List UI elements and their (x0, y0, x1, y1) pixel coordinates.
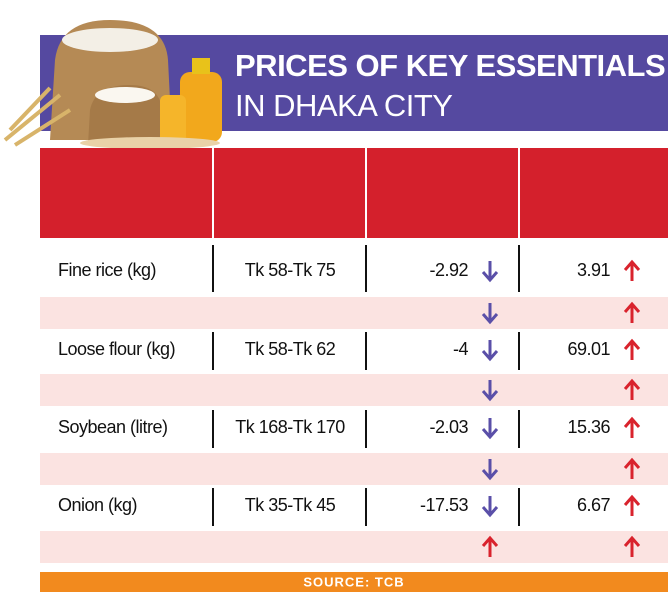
source-bar (40, 572, 668, 592)
change-2: 15.36 (567, 417, 610, 437)
price: Tk 35-Tk 45 (245, 495, 336, 515)
change-2: 6.67 (577, 495, 611, 515)
item: Soybean (litre) (58, 417, 168, 437)
change-1: -2.03 (429, 417, 468, 437)
row: Soybean (litre) Tk 168-Tk 170 -2.03 15.3… (58, 417, 611, 437)
row: Fine rice (kg) Tk 58-Tk 75 -2.92 3.91 (58, 260, 611, 280)
title-line-2: IN DHAKA CITY (235, 88, 452, 123)
item: Onion (kg) (58, 495, 137, 515)
price: Tk 58-Tk 75 (245, 260, 336, 280)
source: SOURCE: TCB (303, 574, 404, 589)
price: Tk 168-Tk 170 (235, 417, 345, 437)
column-dividers (212, 245, 520, 526)
spacer-rows (40, 297, 668, 563)
change-1: -4 (453, 339, 468, 359)
header-dividers (212, 148, 520, 238)
title-line-1: PRICES OF KEY ESSENTIALS (235, 48, 665, 83)
change-2: 69.01 (567, 339, 610, 359)
change-2: 3.91 (577, 260, 611, 280)
item: Fine rice (kg) (58, 260, 156, 280)
row: Loose flour (kg) Tk 58-Tk 62 -4 69.01 (58, 339, 611, 359)
product-illustration (3, 20, 222, 149)
change-1: -17.53 (420, 495, 469, 515)
item: Loose flour (kg) (58, 339, 175, 359)
row: Onion (kg) Tk 35-Tk 45 -17.53 6.67 (58, 495, 611, 515)
price: Tk 58-Tk 62 (245, 339, 336, 359)
table-header (40, 148, 668, 238)
change-1: -2.92 (429, 260, 468, 280)
